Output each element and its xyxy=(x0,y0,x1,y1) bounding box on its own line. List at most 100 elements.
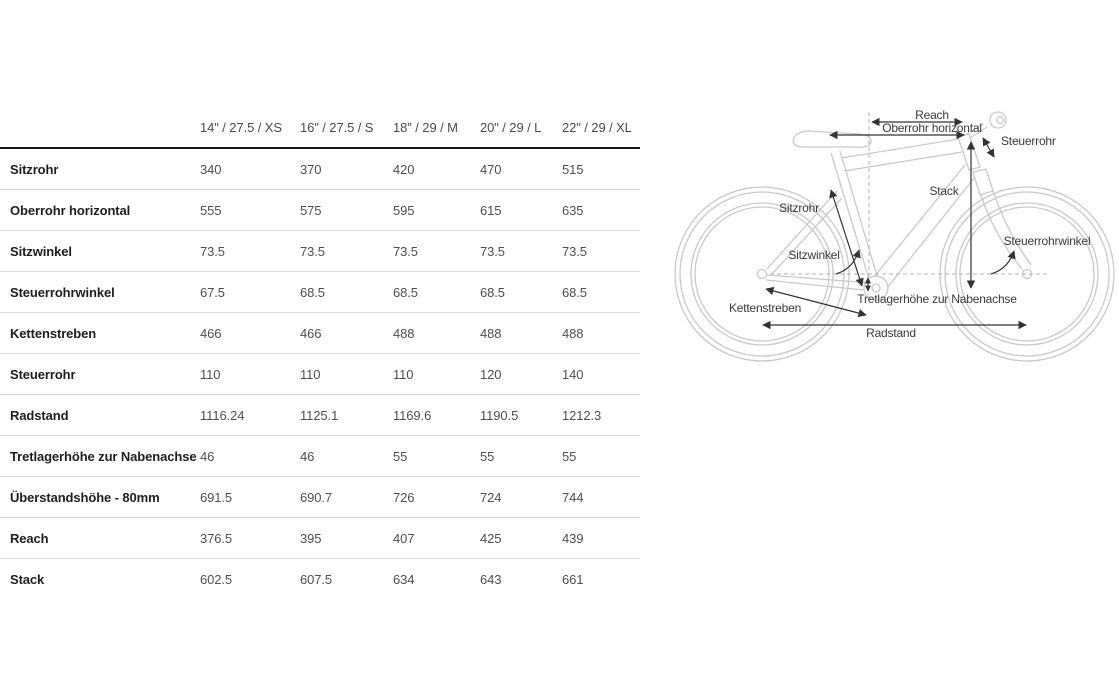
geometry-value-cell: 68.5 xyxy=(393,284,418,300)
geometry-value-cell: 595 xyxy=(393,202,415,218)
diagram-label-stack: Stack xyxy=(929,184,959,198)
geometry-value-cell: 488 xyxy=(393,325,415,341)
table-header-row: 14" / 27.5 / XS 16" / 27.5 / S 18" / 29 / … xyxy=(0,107,640,149)
table-row: Radstand 1116.24 1125.1 1169.6 1190.5 1212.3 xyxy=(0,394,640,436)
size-column-header: 14" / 27.5 / XS xyxy=(200,107,300,149)
diagram-label-kettenstreben: Kettenstreben xyxy=(729,301,801,315)
row-label-header xyxy=(0,107,200,149)
geometry-value-cell: 55 xyxy=(562,448,577,464)
geometry-table: 14" / 27.5 / XS 16" / 27.5 / S 18" / 29 / … xyxy=(0,107,640,599)
geometry-value-cell: 340 xyxy=(200,161,222,177)
geometry-value-cell: 73.5 xyxy=(480,243,505,259)
geometry-value-cell: 635 xyxy=(562,202,584,218)
geometry-value-cell: 515 xyxy=(562,161,584,177)
diagram-label-tretlagerhoehe: Tretlagerhöhe zur Nabenachse xyxy=(857,292,1017,306)
diagram-label-reach: Reach xyxy=(915,108,949,122)
diagram-label-oberrohr: Oberrohr horizontal xyxy=(882,121,982,135)
size-column-header: 18" / 29 / M xyxy=(393,107,480,149)
geometry-value-cell: 55 xyxy=(480,448,495,464)
geometry-table-grid: 14" / 27.5 / XS 16" / 27.5 / S 18" / 29 / … xyxy=(0,107,640,599)
geometry-value-cell: 634 xyxy=(393,571,415,587)
sitzrohr-arrow xyxy=(829,189,864,287)
geometry-value-cell: 643 xyxy=(480,571,502,587)
diagram-label-radstand: Radstand xyxy=(866,326,916,340)
geometry-value-cell: 73.5 xyxy=(300,243,325,259)
geometry-value-cell: 46 xyxy=(200,448,215,464)
steuerrohrwinkel-arc xyxy=(990,250,1016,275)
row-label: Überstandshöhe - 80mm xyxy=(10,489,160,505)
geometry-value-cell: 110 xyxy=(393,366,414,382)
geometry-value-cell: 575 xyxy=(300,202,322,218)
table-row: Stack 602.5 607.5 634 643 661 xyxy=(0,558,640,600)
geometry-value-cell: 376.5 xyxy=(200,530,233,546)
geometry-value-cell: 466 xyxy=(300,325,322,341)
geometry-value-cell: 615 xyxy=(480,202,502,218)
geometry-value-cell: 73.5 xyxy=(393,243,418,259)
row-label: Tretlagerhöhe zur Nabenachse xyxy=(10,448,197,464)
table-row: Tretlagerhöhe zur Nabenachse 46 46 55 55 55 xyxy=(0,435,640,477)
geometry-value-cell: 607.5 xyxy=(300,571,333,587)
row-label: Radstand xyxy=(10,407,69,423)
geometry-value-cell: 68.5 xyxy=(562,284,587,300)
geometry-value-cell: 691.5 xyxy=(200,489,233,505)
geometry-value-cell: 661 xyxy=(562,571,584,587)
table-row: Überstandshöhe - 80mm 691.5 690.7 726 724 744 xyxy=(0,476,640,518)
size-column-header: 22" / 29 / XL xyxy=(562,107,640,149)
table-body: Sitzrohr 340 370 420 470 515 Oberrohr horizont… xyxy=(0,148,640,599)
geometry-value-cell: 110 xyxy=(200,366,221,382)
geometry-value-cell: 602.5 xyxy=(200,571,233,587)
table-row: Sitzrohr 340 370 420 470 515 xyxy=(0,148,640,190)
bike-geometry-diagram: Reach Oberrohr horizontal Steuerrohr Sta… xyxy=(674,108,1115,362)
geometry-value-cell: 67.5 xyxy=(200,284,225,300)
row-label: Sitzrohr xyxy=(10,161,59,177)
row-label: Steuerrohrwinkel xyxy=(10,284,115,300)
size-column-header: 16" / 27.5 / S xyxy=(300,107,393,149)
geometry-value-cell: 555 xyxy=(200,202,222,218)
geometry-value-cell: 1190.5 xyxy=(480,407,519,423)
table-row: Steuerrohrwinkel 67.5 68.5 68.5 68.5 68.5 xyxy=(0,271,640,313)
diagram-label-steuerrohr: Steuerrohr xyxy=(1001,134,1056,148)
geometry-value-cell: 407 xyxy=(393,530,415,546)
steuerrohr-arrow xyxy=(982,137,995,158)
size-column-header: 20" / 29 / L xyxy=(480,107,562,149)
geometry-value-cell: 1212.3 xyxy=(562,407,602,423)
sitzwinkel-arc xyxy=(835,249,861,275)
row-label: Kettenstreben xyxy=(10,325,97,341)
table-row: Sitzwinkel 73.5 73.5 73.5 73.5 73.5 xyxy=(0,230,640,272)
bike-frame xyxy=(765,111,1032,301)
geometry-value-cell: 46 xyxy=(300,448,315,464)
diagram-label-steuerrohrwinkel: Steuerrohrwinkel xyxy=(1004,234,1091,248)
kettenstreben-arrow xyxy=(765,286,867,318)
geometry-value-cell: 55 xyxy=(393,448,408,464)
row-label: Stack xyxy=(10,571,45,587)
diagram-label-sitzrohr: Sitzrohr xyxy=(779,201,819,215)
row-label: Steuerrohr xyxy=(10,366,76,382)
geometry-value-cell: 488 xyxy=(480,325,502,341)
geometry-value-cell: 140 xyxy=(562,366,584,382)
geometry-value-cell: 466 xyxy=(200,325,222,341)
table-row: Kettenstreben 466 466 488 488 488 xyxy=(0,312,640,354)
table-row: Steuerrohr 110 110 110 120 140 xyxy=(0,353,640,395)
geometry-value-cell: 726 xyxy=(393,489,415,505)
geometry-value-cell: 68.5 xyxy=(480,284,505,300)
geometry-value-cell: 1125.1 xyxy=(300,407,339,423)
geometry-value-cell: 470 xyxy=(480,161,502,177)
geometry-value-cell: 68.5 xyxy=(300,284,325,300)
geometry-value-cell: 439 xyxy=(562,530,584,546)
geometry-value-cell: 744 xyxy=(562,489,584,505)
geometry-value-cell: 120 xyxy=(480,366,502,382)
geometry-value-cell: 73.5 xyxy=(562,243,587,259)
geometry-value-cell: 110 xyxy=(300,366,321,382)
table-row: Reach 376.5 395 407 425 439 xyxy=(0,517,640,559)
geometry-value-cell: 73.5 xyxy=(200,243,225,259)
geometry-value-cell: 420 xyxy=(393,161,415,177)
geometry-value-cell: 488 xyxy=(562,325,584,341)
geometry-value-cell: 395 xyxy=(300,530,322,546)
row-label: Reach xyxy=(10,530,49,546)
geometry-value-cell: 690.7 xyxy=(300,489,333,505)
geometry-value-cell: 425 xyxy=(480,530,502,546)
geometry-value-cell: 724 xyxy=(480,489,502,505)
row-label: Oberrohr horizontal xyxy=(10,202,131,218)
geometry-value-cell: 370 xyxy=(300,161,322,177)
